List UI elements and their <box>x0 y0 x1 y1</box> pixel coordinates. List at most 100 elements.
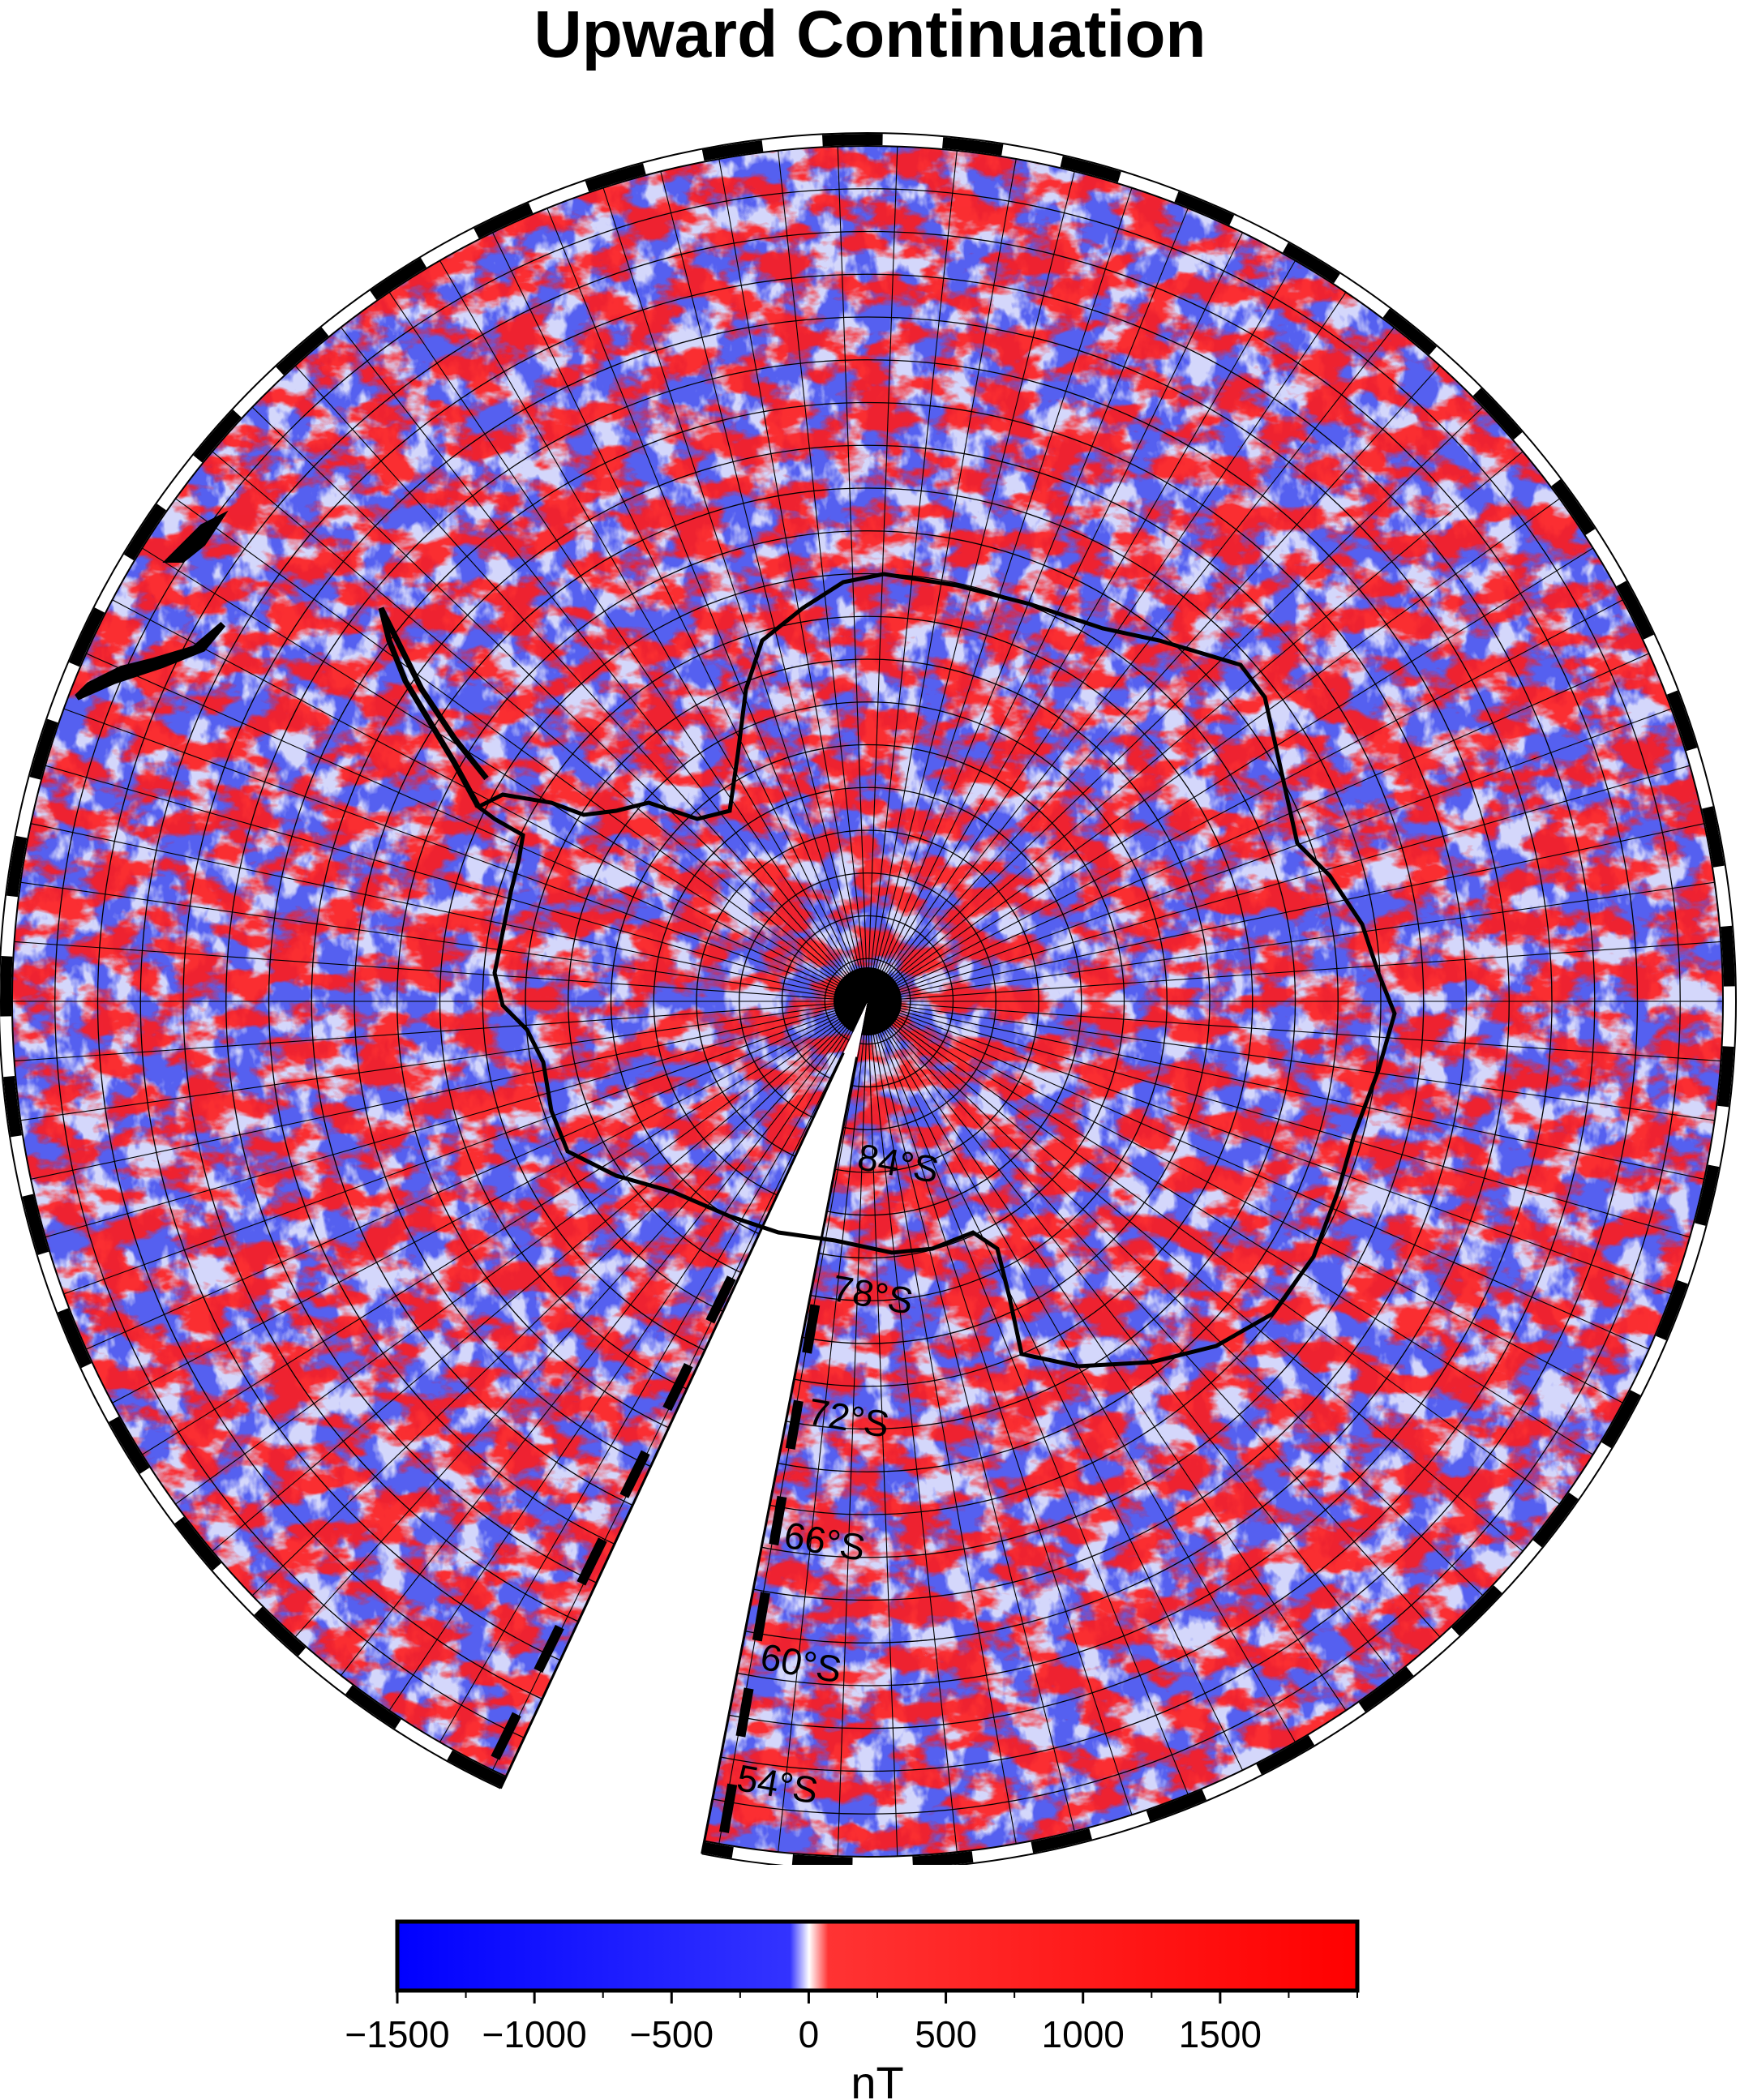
longitude-line <box>388 1001 868 1711</box>
longitude-line <box>341 1001 868 1676</box>
longitude-line <box>341 327 868 1002</box>
frame-segment <box>474 203 534 239</box>
longitude-line <box>867 327 1395 1002</box>
longitude-line <box>867 1001 1189 1795</box>
frame-segment <box>1551 479 1596 535</box>
frame-segment <box>254 1606 306 1656</box>
longitude-line <box>112 1001 868 1404</box>
longitude-line <box>867 1001 1441 1638</box>
longitude-line <box>20 1001 868 1121</box>
frame-segment <box>701 139 764 161</box>
frame-segment <box>174 1516 222 1571</box>
longitude-line <box>63 708 868 1002</box>
longitude-line <box>837 146 868 1002</box>
frame-segment <box>1666 690 1698 752</box>
longitude-line <box>212 451 868 1002</box>
colorbar-tick-label: 0 <box>799 2013 820 2055</box>
longitude-line <box>294 1001 868 1638</box>
frame-segment <box>1451 1585 1502 1636</box>
longitude-line <box>867 1001 1347 1711</box>
longitude-line <box>63 1001 868 1295</box>
longitude-line <box>867 1001 1133 1815</box>
frame-segment <box>29 718 58 780</box>
frame-segment <box>1532 1492 1579 1548</box>
longitude-line <box>867 1001 1296 1742</box>
longitude-line <box>660 171 868 1002</box>
anomaly-grid <box>12 145 1724 1857</box>
colorbar-tick-label: −1000 <box>482 2013 587 2055</box>
frame-segment <box>276 327 329 375</box>
longitude-line <box>867 1001 1560 1505</box>
longitude-line <box>45 1001 868 1238</box>
longitude-line <box>439 1001 868 1742</box>
longitude-line <box>30 1001 868 1180</box>
longitude-line <box>45 765 868 1002</box>
longitude-line <box>867 708 1672 1002</box>
frame-segment <box>370 257 427 300</box>
polar-map: 84°S78°S72°S66°S60°S54°S <box>0 132 1737 1865</box>
longitude-line <box>867 599 1623 1002</box>
longitude-line <box>14 1001 868 1062</box>
frame-segment <box>1060 156 1121 183</box>
longitude-line <box>867 1001 1524 1552</box>
longitude-line <box>212 1001 868 1552</box>
longitude-line <box>867 1001 1075 1832</box>
longitude-line <box>867 1001 1691 1238</box>
longitude-line <box>718 158 868 1002</box>
longitude-line <box>867 1001 1623 1404</box>
frame-segment <box>1382 308 1437 356</box>
frame-segment <box>1701 806 1725 868</box>
frame-segment <box>22 1194 49 1255</box>
longitude-line <box>175 498 868 1002</box>
longitude-line <box>294 365 868 1002</box>
frame-segment <box>1656 1279 1688 1341</box>
longitude-line <box>867 1001 1593 1455</box>
frame-segment <box>1717 1046 1734 1108</box>
south-america-tip <box>75 510 229 701</box>
longitude-line <box>867 653 1650 1002</box>
longitude-line <box>867 1001 1243 1771</box>
longitude-line <box>867 171 1075 1002</box>
longitude-line <box>867 1001 1484 1596</box>
colorbar-tick-label: 1500 <box>1179 2013 1262 2055</box>
longitude-line <box>867 765 1691 1002</box>
frame-segment <box>3 1076 23 1138</box>
colorbar-scale <box>395 1919 1360 1993</box>
longitude-line <box>867 1001 1650 1350</box>
longitude-line <box>867 881 1715 1002</box>
longitude-line <box>867 292 1347 1002</box>
longitude-line <box>867 1001 1395 1676</box>
frame-segment <box>822 134 883 147</box>
longitude-line <box>602 187 868 1002</box>
frame-segment <box>345 1685 401 1729</box>
frame-segment <box>791 1854 853 1865</box>
frame-segment <box>6 835 28 898</box>
longitude-line <box>867 150 958 1002</box>
frame-segment <box>69 607 105 667</box>
antarctic-peninsula <box>378 606 489 808</box>
colorbar-unit: nT <box>851 2057 903 2100</box>
frame-segment <box>1616 581 1654 640</box>
longitude-line <box>837 1001 868 1857</box>
frame-segment <box>1472 388 1523 440</box>
frame-segment <box>1601 1390 1641 1449</box>
longitude-line <box>14 941 868 1002</box>
longitude-line <box>867 547 1593 1002</box>
frame-segment <box>1146 1789 1207 1822</box>
longitude-line <box>867 232 1243 1002</box>
frame-segment <box>1174 191 1235 225</box>
longitude-line <box>867 260 1296 1002</box>
longitude-line <box>492 232 868 1002</box>
longitude-line <box>546 208 868 1002</box>
longitude-line <box>867 365 1441 1002</box>
longitude-line <box>867 941 1721 1002</box>
map-frame <box>0 132 1737 1865</box>
colorbar-tick-label: 500 <box>915 2013 977 2055</box>
frame-segment <box>1031 1828 1092 1854</box>
colorbar-tick-label: −1500 <box>345 2013 449 2055</box>
pole-marker <box>834 967 902 1035</box>
sector-edge <box>499 1052 845 1789</box>
frame-segment <box>1358 1666 1414 1712</box>
longitude-line <box>867 1001 1017 1845</box>
frame-segment <box>912 1851 974 1865</box>
